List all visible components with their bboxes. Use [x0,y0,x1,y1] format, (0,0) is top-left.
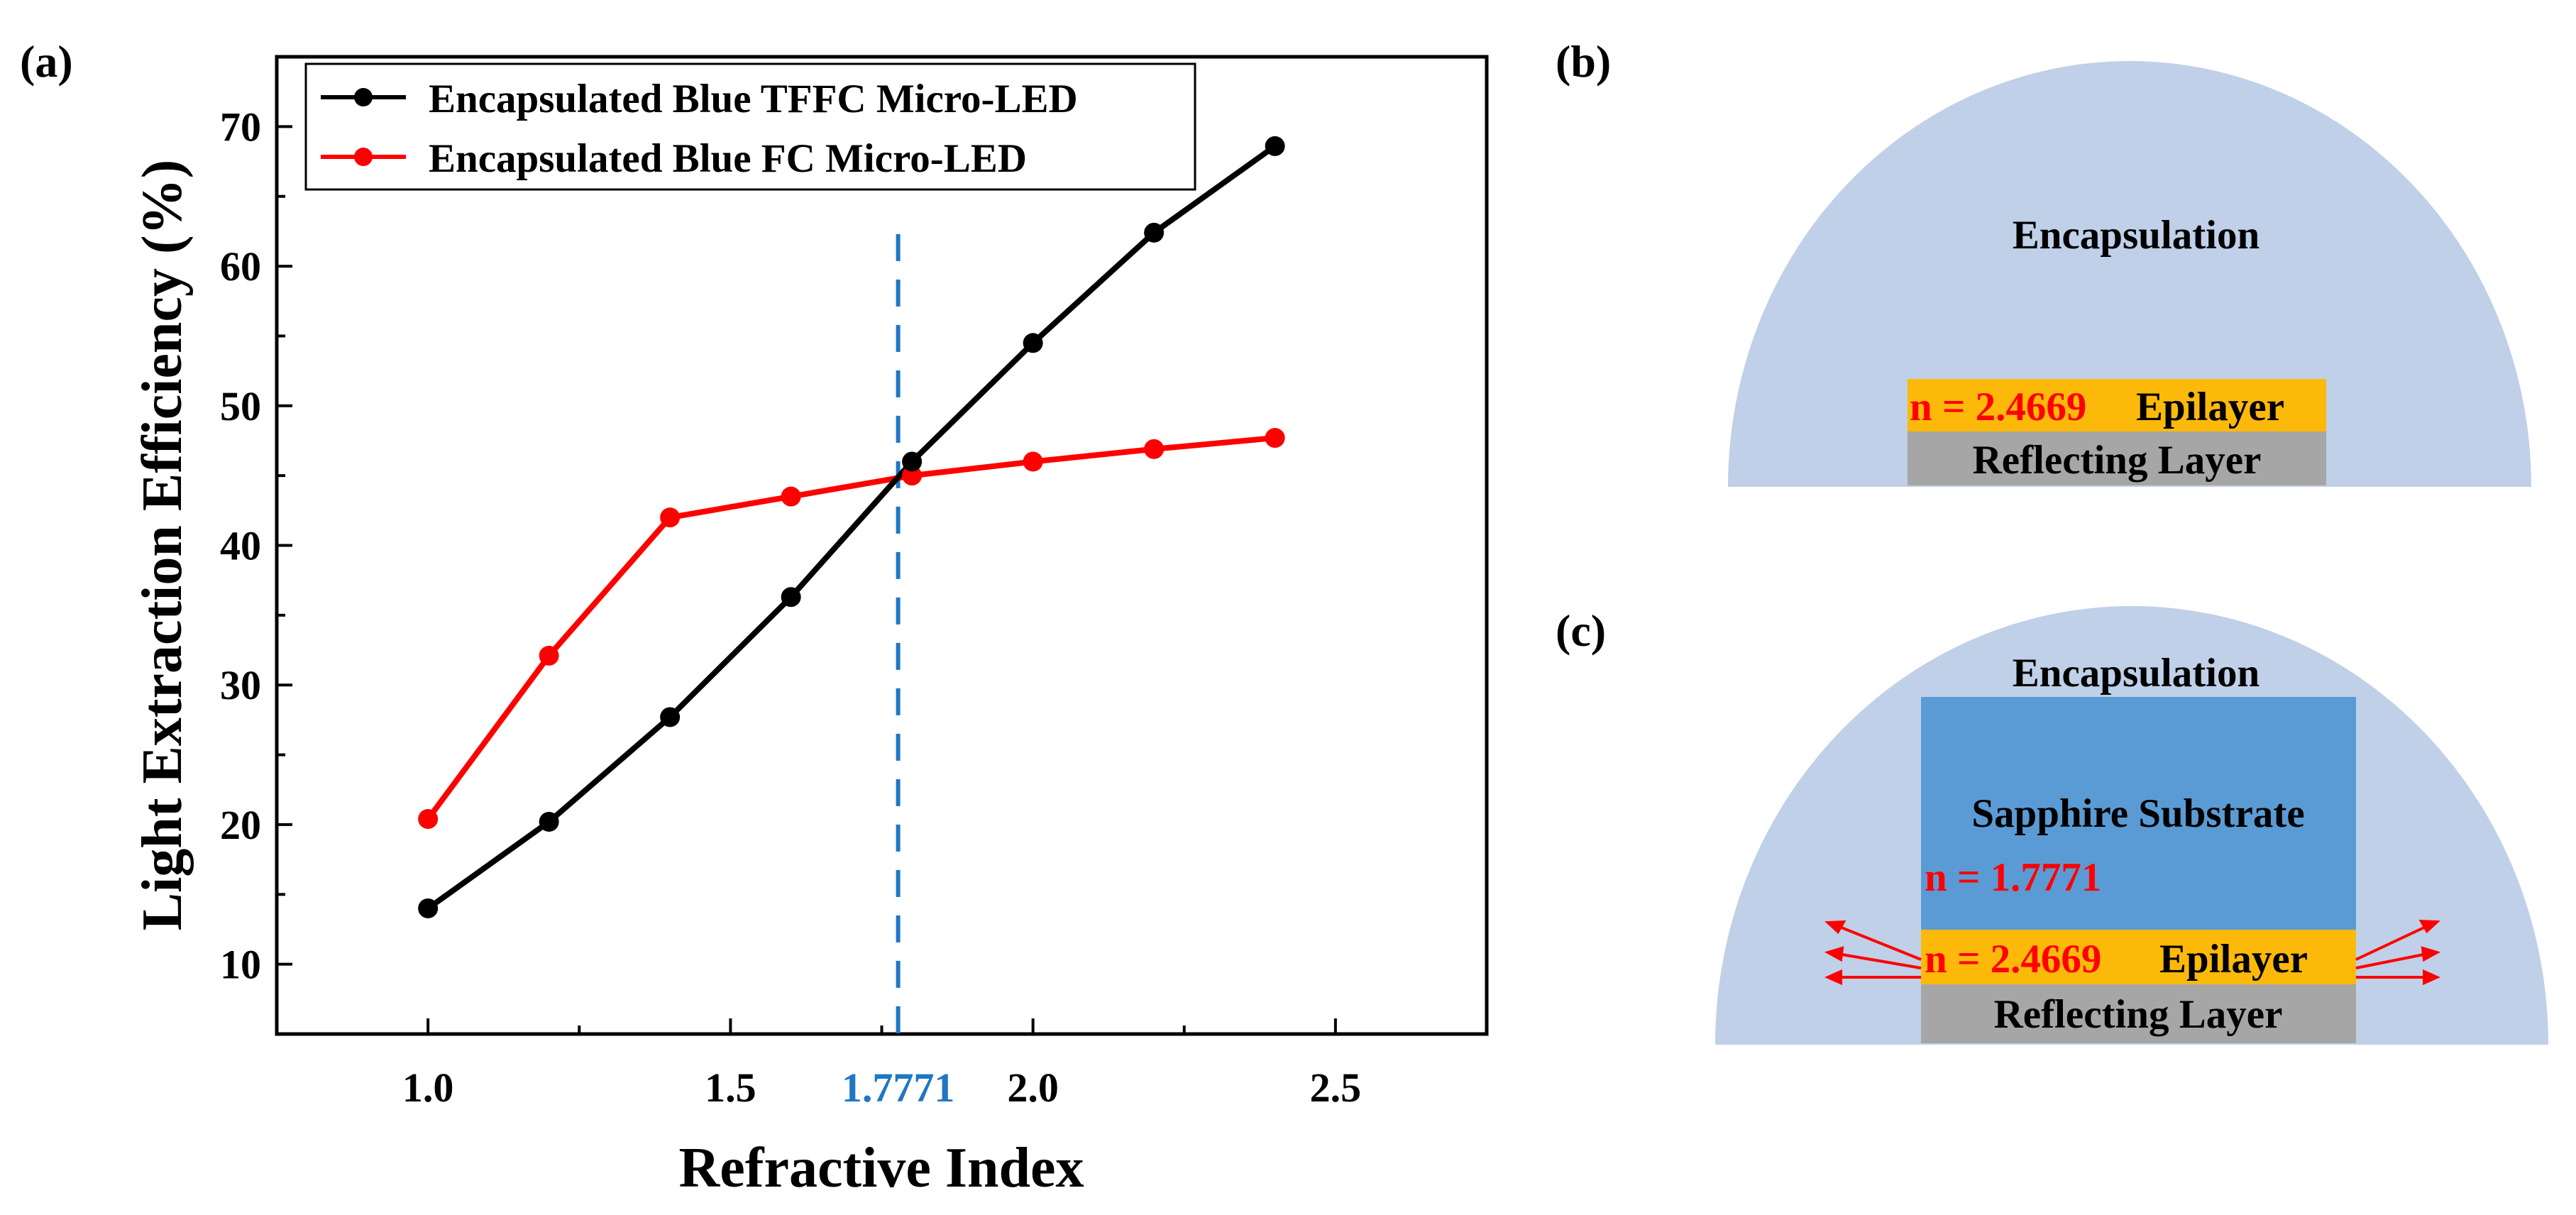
data-point-tffc [1265,136,1285,156]
data-point-tffc [1144,222,1165,243]
panel-c-diagram: (c) Encapsulation Sapphire Substrate n =… [1556,605,2548,1045]
panel-b-diagram: (b) Encapsulation n = 2.4669 Epilayer Re… [1556,36,2531,487]
arrowhead-right-3 [2423,969,2440,986]
arrowhead-left-3 [1824,969,1842,986]
substrate-index: n = 1.7771 [1925,855,2101,900]
y-tick-label: 10 [220,942,261,988]
data-point-fc [781,486,801,507]
series-line-tffc [426,143,1277,911]
x-tick-label: 2.5 [1310,1065,1362,1111]
data-point-tffc [1023,333,1043,353]
epilayer-label-c: Epilayer [2159,937,2308,982]
epilayer-index-b: n = 2.4669 [1910,385,2086,429]
sapphire-substrate [1921,697,2356,930]
panel-b-label: (b) [1556,36,1611,87]
data-point-tffc [781,587,801,608]
legend-label-fc: Encapsulated Blue FC Micro-LED [429,136,1027,181]
epilayer-b [1908,379,2326,431]
data-point-fc [902,466,923,486]
arrowhead-left-1 [1824,920,1846,935]
y-tick-label: 60 [220,243,261,290]
arrow-right-1 [2355,925,2428,961]
data-point-fc [418,809,439,830]
x-axis-title: Refractive Index [679,1137,1084,1199]
y-axis: 10 20 30 40 50 60 70 [220,55,292,1035]
x-axis: 1.0 1.5 2.0 2.5 1.7771 [275,1018,1488,1111]
x-tick-label: 2.0 [1007,1065,1059,1111]
series-line-fc [425,435,1275,821]
marker-line-label: 1.7771 [842,1065,955,1111]
reflecting-label-b: Reflecting Layer [1973,438,2262,483]
reflecting-label-c: Reflecting Layer [1994,992,2283,1037]
data-point-tffc [660,707,681,727]
data-point-fc [660,507,681,528]
series-layer [418,136,1285,918]
light-escape-arrows [1824,919,2441,986]
legend-marker-tffc [354,88,373,106]
reflecting-layer-c [1921,984,2356,1043]
epilayer-label-b: Epilayer [2136,385,2284,429]
data-point-fc [1023,451,1043,472]
data-point-fc [539,645,559,666]
panel-a-chart: (a) 10 20 30 40 50 60 70 1.0 1.5 2.0 2.5 1.7771 Re… [20,36,1489,1199]
encapsulation-label-b: Encapsulation [2013,213,2259,258]
reflecting-layer-b [1908,431,2326,485]
encapsulation-label-c: Encapsulation [2013,651,2259,696]
arrowhead-left-2 [1824,946,1844,962]
y-tick-label: 30 [220,662,261,708]
arrowhead-right-1 [2418,919,2440,934]
y-tick-label: 20 [220,802,261,848]
x-tick-label: 1.5 [705,1065,756,1111]
x-tick-label: 1.0 [402,1065,454,1111]
legend-label-tffc: Encapsulated Blue TFFC Micro-LED [429,77,1078,121]
y-tick-label: 70 [220,104,261,150]
legend-marker-fc [354,148,373,166]
substrate-label: Sapphire Substrate [1971,791,2304,836]
y-tick-label: 40 [220,523,261,569]
epilayer-index-c: n = 2.4669 [1925,937,2101,982]
data-point-tffc [539,811,559,832]
panel-c-label: (c) [1556,605,1606,656]
legend: Encapsulated Blue TFFC Micro-LED Encapsu… [304,62,1196,191]
panel-a-label: (a) [20,36,73,87]
epilayer-c [1921,930,2356,984]
data-point-fc [1144,439,1165,459]
y-tick-label: 50 [220,383,261,429]
data-point-fc [1265,428,1285,449]
arrow-left-2 [1837,952,1922,969]
y-axis-title: Light Extraction Efficiency (%) [131,160,194,930]
arrow-left-1 [1837,925,1922,961]
data-point-tffc [902,451,923,472]
legend-box [304,62,1196,191]
arrow-right-2 [2355,952,2428,969]
arrowhead-right-2 [2421,946,2441,962]
data-point-tffc [418,898,439,918]
